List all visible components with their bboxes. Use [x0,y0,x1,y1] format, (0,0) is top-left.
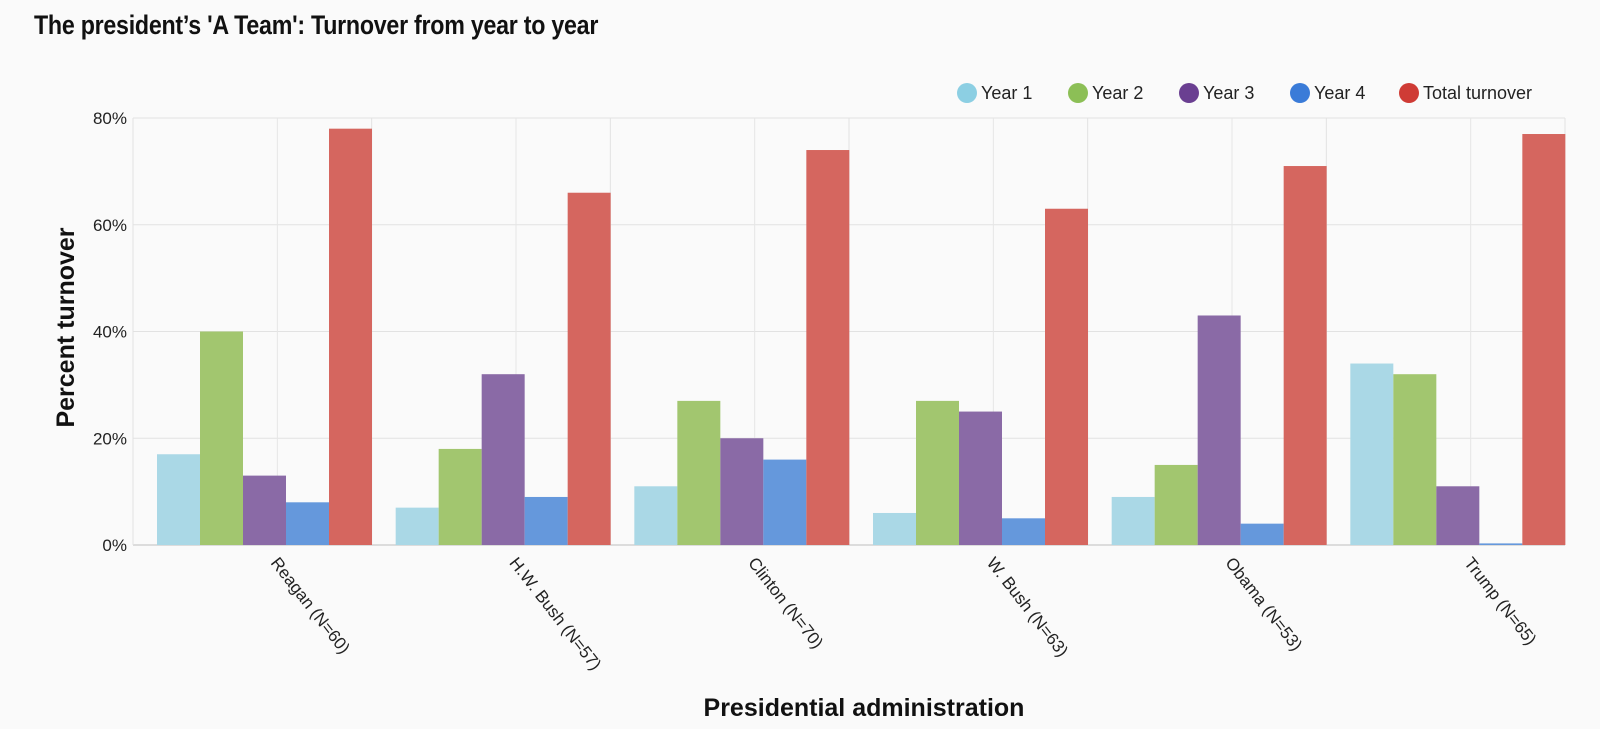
bar-total-turnover[interactable] [1283,166,1327,545]
bar-year-3[interactable] [1436,486,1480,545]
bar-year-3[interactable] [243,475,286,545]
legend-swatch-year-3[interactable] [1179,83,1199,103]
bar-total-turnover[interactable] [1045,208,1088,546]
legend-label: Year 3 [1203,83,1254,103]
bar-year-4[interactable] [286,502,329,545]
bar-year-4[interactable] [763,459,807,545]
bar-year-1[interactable] [157,454,200,545]
bar-year-3[interactable] [720,438,764,545]
legend-swatch-year-1[interactable] [957,83,977,103]
legend-swatch-year-2[interactable] [1068,83,1088,103]
bar-year-1[interactable] [1350,363,1394,545]
y-tick-label: 0% [102,536,127,555]
legend-label: Total turnover [1423,83,1532,103]
x-tick-label: Reagan (N=60) [267,554,354,658]
bar-total-turnover[interactable] [567,192,611,545]
legend-label: Year 2 [1092,83,1143,103]
bar-total-turnover[interactable] [1522,134,1566,545]
x-tick-label: Obama (N=53) [1222,554,1306,655]
y-tick-label: 20% [93,429,127,448]
bar-year-1[interactable] [634,486,678,545]
bar-year-2[interactable] [438,448,482,545]
y-axis-title: Percent turnover [52,227,80,427]
legend-label: Year 4 [1314,83,1365,103]
bar-year-4[interactable] [524,496,568,545]
x-axis-title: Presidential administration [704,694,1025,722]
bar-year-4[interactable] [1240,523,1284,545]
legend-swatch-year-4[interactable] [1290,83,1310,103]
bar-total-turnover[interactable] [806,150,850,545]
x-tick-label: Trump (N=65) [1460,554,1540,649]
bar-total-turnover[interactable] [329,128,372,546]
y-tick-label: 40% [93,323,127,342]
bar-year-3[interactable] [959,411,1002,545]
bar-year-3[interactable] [1197,315,1241,545]
bar-year-4[interactable] [1479,543,1523,545]
bar-year-2[interactable] [1154,464,1198,545]
bar-year-4[interactable] [1002,518,1045,545]
x-tick-label: Clinton (N=70) [744,554,827,652]
bar-year-3[interactable] [481,374,525,545]
x-tick-label: H.W. Bush (N=57) [506,554,606,674]
bar-year-2[interactable] [677,400,721,545]
bar-year-2[interactable] [200,331,243,546]
bar-year-1[interactable] [1111,496,1155,545]
x-tick-label: W. Bush (N=63) [983,554,1072,661]
chart-title: The president’s 'A Team': Turnover from … [34,10,599,40]
bar-year-2[interactable] [1393,374,1437,545]
legend-swatch-total-turnover[interactable] [1399,83,1419,103]
bar-year-1[interactable] [395,507,439,545]
legend-label: Year 1 [981,83,1032,103]
bar-year-2[interactable] [916,400,959,545]
y-tick-label: 60% [93,216,127,235]
bar-year-1[interactable] [873,512,916,545]
y-tick-label: 80% [93,109,127,128]
